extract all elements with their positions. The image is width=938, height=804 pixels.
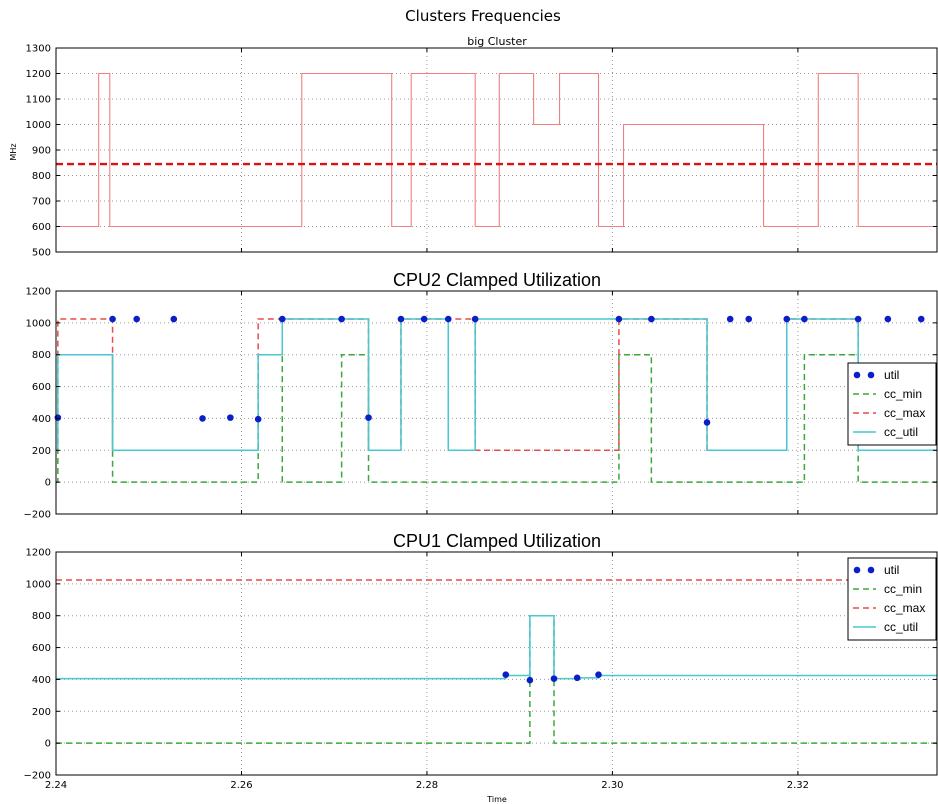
util-point xyxy=(444,315,452,323)
ytick-label: 200 xyxy=(32,707,51,718)
cpu1-panel: CPU1 Clamped Utilization −200 0 200 400 600 8… xyxy=(24,531,938,804)
ytick-label: 200 xyxy=(32,446,51,457)
util-point xyxy=(199,415,206,422)
freq-line xyxy=(56,72,937,228)
util-point xyxy=(254,415,262,423)
cpu1-xlabel: Time xyxy=(486,795,507,804)
ytick-label: 500 xyxy=(32,248,51,259)
ytick-label: −200 xyxy=(24,771,51,782)
util-point xyxy=(133,315,140,323)
legend-label: cc_util xyxy=(884,425,918,439)
ytick-label: 600 xyxy=(32,382,51,393)
legend-marker xyxy=(867,371,875,379)
util-point xyxy=(170,315,178,323)
legend-marker xyxy=(853,566,861,574)
freq-panel: big Cluster MHz 500 600 700 800 900 1000 1100 1… xyxy=(9,35,938,259)
cpu2-panel-title: CPU2 Clamped Utilization xyxy=(393,270,601,290)
figure-title: Clusters Frequencies xyxy=(405,7,561,25)
ytick-label: 900 xyxy=(32,146,51,157)
legend-label: cc_max xyxy=(884,601,925,615)
ytick-label: −200 xyxy=(24,510,51,521)
util-point xyxy=(227,414,234,421)
ytick-label: 1200 xyxy=(26,69,51,80)
ytick-label: 800 xyxy=(32,611,51,622)
util-point xyxy=(573,674,581,682)
xtick-label: 2.28 xyxy=(416,780,438,791)
ytick-label: 1200 xyxy=(26,548,51,559)
ytick-label: 1200 xyxy=(26,287,51,298)
ytick-label: 800 xyxy=(32,171,51,182)
cpu1-xticks: 2.24 2.26 2.28 2.30 2.32 xyxy=(45,780,809,791)
freq-ylabel: MHz xyxy=(9,143,18,160)
freq-panel-title: big Cluster xyxy=(467,35,527,48)
ytick-label: 1000 xyxy=(26,120,51,131)
util-point xyxy=(745,315,753,323)
util-point xyxy=(420,315,428,323)
legend-label: util xyxy=(884,368,899,382)
legend-label: cc_min xyxy=(884,582,922,596)
util-point xyxy=(615,315,623,323)
util-point xyxy=(884,315,892,323)
legend-label: cc_util xyxy=(884,620,918,634)
util-point xyxy=(854,315,862,323)
xtick-label: 2.30 xyxy=(601,780,623,791)
ytick-label: 400 xyxy=(32,414,51,425)
legend-label: cc_max xyxy=(884,406,925,420)
cpu2-plot-area: −200 0 200 400 600 800 1000 1200 xyxy=(24,287,938,521)
util-point xyxy=(526,676,534,684)
cpu1-plot-area: −200 0 200 400 600 800 1000 1200 xyxy=(24,548,938,782)
util-point xyxy=(726,315,734,323)
util-point xyxy=(109,315,116,323)
util-point xyxy=(595,671,602,678)
util-point xyxy=(365,414,372,421)
cpu1-legend: util cc_min cc_max cc_util xyxy=(847,557,937,641)
xtick-label: 2.26 xyxy=(230,780,252,791)
ytick-label: 1100 xyxy=(26,95,51,106)
ytick-label: 0 xyxy=(45,478,51,489)
ytick-label: 600 xyxy=(32,643,51,654)
util-point xyxy=(801,315,808,323)
xtick-label: 2.32 xyxy=(787,780,809,791)
xtick-label: 2.24 xyxy=(45,780,67,791)
util-point xyxy=(648,315,655,323)
util-point xyxy=(703,419,711,426)
legend-label: util xyxy=(884,563,899,577)
ytick-label: 1000 xyxy=(26,318,51,329)
legend-marker xyxy=(867,566,875,574)
ytick-label: 0 xyxy=(45,739,51,750)
legend-marker xyxy=(853,371,861,379)
util-point xyxy=(397,315,405,323)
axes-frame xyxy=(55,290,938,515)
util-point xyxy=(278,315,286,323)
ytick-label: 1000 xyxy=(26,579,51,590)
util-point xyxy=(502,671,510,678)
ytick-label: 400 xyxy=(32,675,51,686)
cpu1-panel-title: CPU1 Clamped Utilization xyxy=(393,531,601,551)
legend-label: cc_min xyxy=(884,387,922,401)
util-point xyxy=(550,675,558,682)
util-point xyxy=(338,315,345,323)
cc_min-line xyxy=(56,353,937,483)
util-point xyxy=(471,315,479,323)
cpu2-panel: CPU2 Clamped Utilization −200 0 200 400 600 8… xyxy=(24,270,938,521)
util-point xyxy=(783,315,791,323)
ytick-label: 600 xyxy=(32,222,51,233)
axes-frame xyxy=(55,551,938,776)
ytick-label: 700 xyxy=(32,197,51,208)
ytick-label: 1300 xyxy=(26,44,51,55)
util-point xyxy=(917,315,925,323)
freq-plot-area: 500 600 700 800 900 1000 1100 1200 1300 xyxy=(26,44,938,259)
ytick-label: 800 xyxy=(32,350,51,361)
cpu2-legend: util cc_min cc_max cc_util xyxy=(847,362,937,446)
